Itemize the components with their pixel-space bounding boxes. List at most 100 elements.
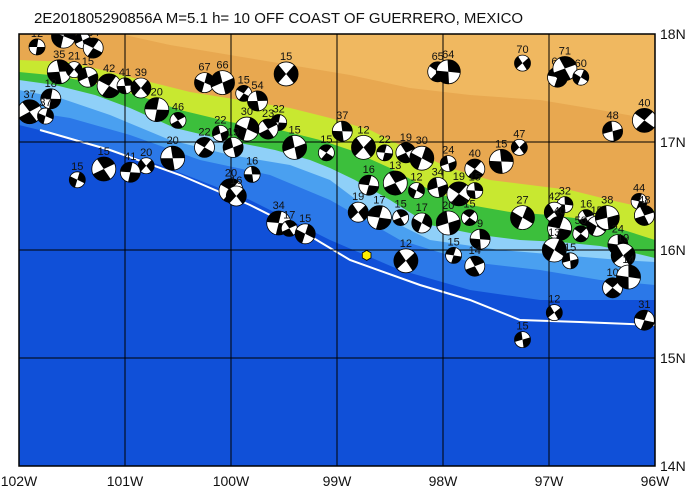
compression-quadrant <box>69 176 78 188</box>
focal-mechanism: 71 <box>552 46 578 81</box>
depth-label: 15 <box>238 74 250 86</box>
compression-quadrant <box>408 186 417 199</box>
compression-quadrant <box>246 117 259 135</box>
focal-mechanism: 15 <box>91 146 117 182</box>
compression-quadrant <box>140 80 151 96</box>
compression-quadrant <box>45 108 54 120</box>
compression-quadrant <box>366 185 379 196</box>
compression-quadrant <box>474 182 483 192</box>
compression-quadrant <box>35 46 46 55</box>
depth-label: 13 <box>389 160 401 172</box>
longitude-label: 96W <box>641 473 671 489</box>
depth-label: 22 <box>214 114 226 126</box>
depth-label: 9 <box>477 218 483 230</box>
compression-quadrant <box>194 78 205 93</box>
depth-label: 22 <box>379 134 391 146</box>
focal-mechanism: 12 <box>28 34 46 56</box>
compression-quadrant <box>294 143 307 160</box>
compression-quadrant <box>519 141 528 154</box>
depth-label: 15 <box>288 124 300 136</box>
depth-label: 66 <box>216 60 228 72</box>
depth-label: 15 <box>320 134 332 146</box>
depth-label: 32 <box>559 186 571 198</box>
focal-mechanism: 24 <box>439 145 457 173</box>
compression-quadrant <box>284 220 297 229</box>
compression-quadrant <box>437 184 448 198</box>
depth-label: 12 <box>548 294 560 306</box>
depth-label: 27 <box>516 195 528 207</box>
compression-quadrant <box>351 137 364 157</box>
focal-mechanism: 15 <box>235 74 253 102</box>
longitude-label: 98W <box>429 473 459 489</box>
focal-mechanism: 19 <box>610 232 636 268</box>
compression-quadrant <box>382 152 393 161</box>
compression-quadrant <box>542 243 555 261</box>
focal-mechanism: 15 <box>561 242 579 270</box>
focal-mechanism: 17 <box>411 202 433 234</box>
compression-quadrant <box>305 224 316 239</box>
compression-quadrant <box>212 125 221 137</box>
depth-label: 47 <box>513 128 525 140</box>
depth-label: 20 <box>140 147 152 159</box>
latitude-label: 18N <box>660 26 686 42</box>
depth-label: 35 <box>53 49 65 61</box>
compression-quadrant <box>255 90 268 101</box>
compression-quadrant <box>572 72 581 85</box>
depth-label: 48 <box>638 194 650 206</box>
compression-quadrant <box>396 209 409 218</box>
compression-quadrant <box>40 88 53 99</box>
focal-mechanism: 15 <box>392 199 410 227</box>
compression-quadrant <box>570 258 579 269</box>
depth-label: 18 <box>45 78 57 90</box>
compression-quadrant <box>427 177 438 191</box>
depth-label: 21 <box>68 51 80 63</box>
focal-mechanism: 20 <box>435 200 461 236</box>
compression-quadrant <box>367 205 383 218</box>
depth-label: 34 <box>273 200 285 212</box>
compression-quadrant <box>586 220 597 236</box>
compression-quadrant <box>236 85 249 94</box>
compression-quadrant <box>295 229 306 244</box>
focal-mechanism: 17 <box>366 195 392 231</box>
compression-quadrant <box>554 239 567 257</box>
focal-mechanism: 64 <box>435 49 461 85</box>
focal-mechanism: 15 <box>282 124 308 160</box>
compression-quadrant <box>236 188 247 204</box>
latitude-label: 17N <box>660 134 686 150</box>
depth-label: 13 <box>548 227 560 239</box>
depth-label: 15 <box>495 138 507 150</box>
compression-quadrant <box>358 175 372 186</box>
depth-label: 71 <box>559 46 571 58</box>
compression-quadrant <box>448 181 467 194</box>
compression-quadrant <box>146 159 155 173</box>
compression-quadrant <box>29 38 39 47</box>
compression-quadrant <box>247 100 260 111</box>
compression-quadrant <box>170 120 183 129</box>
compression-quadrant <box>84 38 99 49</box>
compression-quadrant <box>198 147 214 158</box>
compression-quadrant <box>396 152 412 163</box>
depth-label: 24 <box>612 224 624 236</box>
depth-label: 17 <box>283 209 295 221</box>
focal-mechanism: 48 <box>634 194 655 226</box>
compression-quadrant <box>37 112 46 124</box>
depth-label: 50 <box>575 215 587 227</box>
compression-quadrant <box>634 108 653 121</box>
depth-label: 48 <box>606 110 618 122</box>
compression-quadrant <box>468 169 484 180</box>
focal-mechanism: 60 <box>572 58 590 86</box>
focal-mechanism: 12 <box>408 172 425 200</box>
compression-quadrant <box>244 174 254 183</box>
focal-mechanism: 37 <box>37 97 54 125</box>
depth-label: 54 <box>251 80 263 92</box>
depth-label: 12 <box>410 172 422 184</box>
compression-quadrant <box>617 234 628 246</box>
depth-label: 16 <box>246 155 258 167</box>
compression-quadrant <box>49 98 61 109</box>
depth-label: 15 <box>516 321 528 333</box>
compression-quadrant <box>522 206 535 224</box>
focal-mechanism: 40 <box>547 205 572 241</box>
compression-quadrant <box>319 144 332 153</box>
depth-label: 19 <box>227 126 239 138</box>
depth-label: 40 <box>469 148 481 160</box>
